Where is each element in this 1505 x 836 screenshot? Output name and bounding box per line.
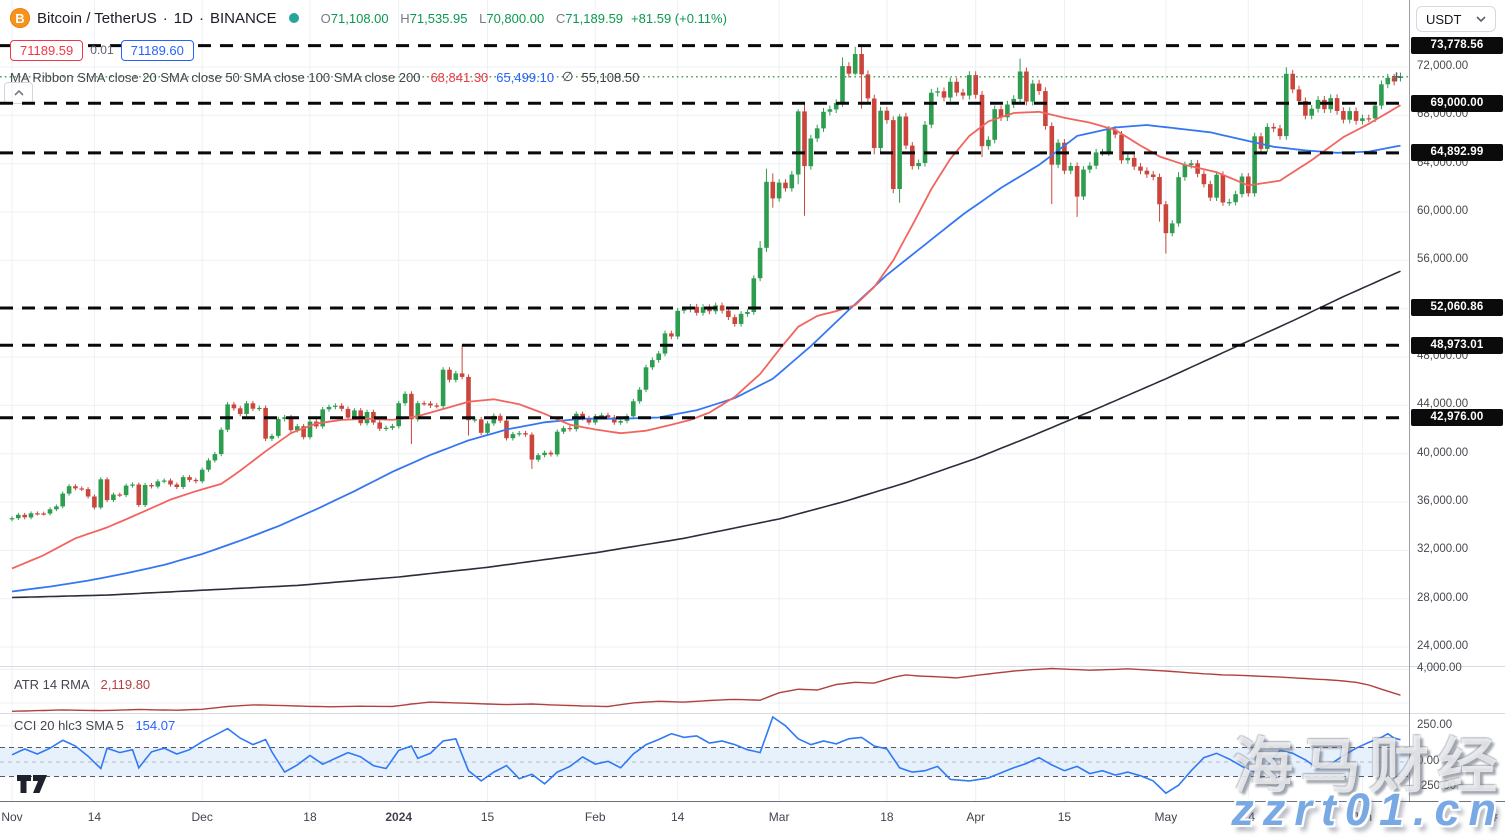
title-separator: · [162, 9, 168, 27]
atr-line [11, 667, 1401, 712]
tradingview-logo[interactable] [16, 772, 50, 801]
low-label: L [479, 10, 487, 26]
cci-value: 154.07 [135, 718, 176, 733]
sma200-value: 55,108.50 [581, 69, 640, 85]
sma-average-symbol: ∅ [562, 69, 574, 84]
ask-price-button[interactable]: 71189.60 [120, 39, 194, 61]
time-tick-label: 14 [87, 810, 102, 824]
time-tick-label: Dec [191, 810, 213, 824]
chart-legend: B Bitcoin / TetherUS · 1D · BINANCE O71,… [10, 6, 727, 85]
currency-label: USDT [1426, 11, 1462, 27]
bid-price-button[interactable]: 71189.59 [10, 39, 84, 61]
bitcoin-icon: B [10, 8, 30, 28]
atr-label[interactable]: ATR 14 RMA [14, 677, 89, 692]
cci-tick-label: -250.00 [1417, 780, 1457, 792]
high-label: H [400, 10, 410, 26]
price-tick-label: 32,000.00 [1417, 543, 1469, 556]
chevron-down-icon [1476, 16, 1486, 22]
cci-pane-legend[interactable]: CCI 20 hlc3 SMA 5 154.07 [14, 718, 175, 733]
price-tick-label: 40,000.00 [1417, 446, 1469, 459]
symbol-title-row[interactable]: B Bitcoin / TetherUS · 1D · BINANCE O71,… [10, 6, 727, 30]
ohlc-values: O71,108.00 H71,535.95 L70,800.00 C71,189… [313, 11, 623, 26]
horizontal-line-drawings[interactable] [0, 44, 1408, 420]
gear-icon[interactable]: ⚙ [1484, 809, 1499, 826]
atr-pane-legend[interactable]: ATR 14 RMA 2,119.80 [14, 677, 150, 692]
cci-tick-label: 0.00 [1417, 755, 1440, 767]
ma-ribbon-legend[interactable]: MA Ribbon SMA close 20 SMA close 50 SMA … [10, 69, 727, 85]
change-value: +81.59 (+0.11%) [631, 10, 727, 26]
time-tick-label: 15 [1057, 810, 1072, 824]
close-value: 71,189.59 [565, 10, 624, 26]
currency-selector-button[interactable]: USDT [1416, 6, 1496, 32]
high-value: 71,535.95 [409, 10, 468, 26]
time-tick-label: 14 [671, 810, 685, 824]
interval-label[interactable]: 1D [173, 9, 193, 27]
cci-tick-label: 250.00 [1417, 718, 1453, 731]
time-tick-label: May [1154, 810, 1178, 824]
time-tick-label: Apr [966, 810, 986, 824]
price-level-label: 73,778.56 [1411, 37, 1503, 55]
time-tick-label: Nov [1, 810, 23, 824]
sma20-value: 68,841.30 [430, 69, 489, 85]
exchange-label[interactable]: BINANCE [209, 9, 277, 27]
low-value: 70,800.00 [486, 10, 545, 26]
time-tick-label: 2024 [385, 810, 413, 824]
time-axis-scale[interactable]: ⚙ Nov 14 Dec 18 2024 15 Feb 14 Mar 18 Apr 15 May 14 Ju… [0, 802, 1505, 834]
price-tick-label: 72,000.00 [1417, 60, 1469, 73]
sma20-line [11, 104, 1401, 570]
cci-band [0, 747, 1408, 777]
title-separator: · [198, 9, 204, 27]
price-axis-scale[interactable]: USDT 72,000.00 68,000.00 64,000.00 60,000.0… [1410, 0, 1505, 802]
cci-line [11, 715, 1401, 795]
price-level-label: 69,000.00 [1411, 94, 1503, 112]
spread-value: 0.01 [90, 43, 114, 57]
bid-ask-row: 71189.59 0.01 71189.60 [10, 38, 727, 62]
time-tick-label: 14 [1241, 810, 1255, 824]
time-tick-label: Feb [584, 810, 606, 824]
price-level-label: 64,892.99 [1411, 144, 1503, 162]
time-tick-label: 18 [880, 810, 894, 824]
open-label: O [320, 10, 331, 26]
current-price-line [0, 72, 1408, 82]
cci-label[interactable]: CCI 20 hlc3 SMA 5 [14, 718, 124, 733]
time-tick-label: Jun [1352, 810, 1373, 824]
price-tick-label: 44,000.00 [1417, 398, 1469, 411]
price-tick-label: 60,000.00 [1417, 205, 1469, 218]
symbol-name[interactable]: Bitcoin / TetherUS [37, 9, 157, 27]
price-level-label: 52,060.86 [1411, 299, 1503, 317]
sma50-value: 65,499.10 [496, 69, 555, 85]
collapse-legend-button[interactable] [4, 82, 33, 104]
open-value: 71,108.00 [330, 10, 389, 26]
price-tick-label: 56,000.00 [1417, 253, 1469, 266]
market-status-dot-icon [288, 13, 299, 23]
time-tick-label: 18 [303, 810, 317, 824]
sma50-line [11, 124, 1401, 593]
ma-ribbon-label[interactable]: MA Ribbon SMA close 20 SMA close 50 SMA … [10, 69, 421, 85]
ma-ribbon-lines [11, 104, 1401, 599]
close-label: C [555, 10, 566, 26]
price-level-label: 48,973.01 [1411, 336, 1503, 354]
time-tick-label: 15 [480, 810, 495, 824]
grid-lines [0, 0, 1410, 802]
chevron-up-icon [13, 90, 24, 96]
candlestick-series [9, 45, 1403, 522]
price-tick-label: 36,000.00 [1417, 495, 1469, 508]
tradingview-logo-icon [17, 775, 47, 793]
time-tick-label: Mar [768, 810, 790, 824]
price-tick-label: 24,000.00 [1417, 640, 1469, 653]
atr-tick-label: 4,000.00 [1417, 662, 1462, 675]
sma200-line [11, 270, 1401, 599]
price-level-label: 42,976.00 [1411, 409, 1503, 427]
atr-value: 2,119.80 [100, 677, 151, 692]
price-tick-label: 28,000.00 [1417, 591, 1469, 604]
